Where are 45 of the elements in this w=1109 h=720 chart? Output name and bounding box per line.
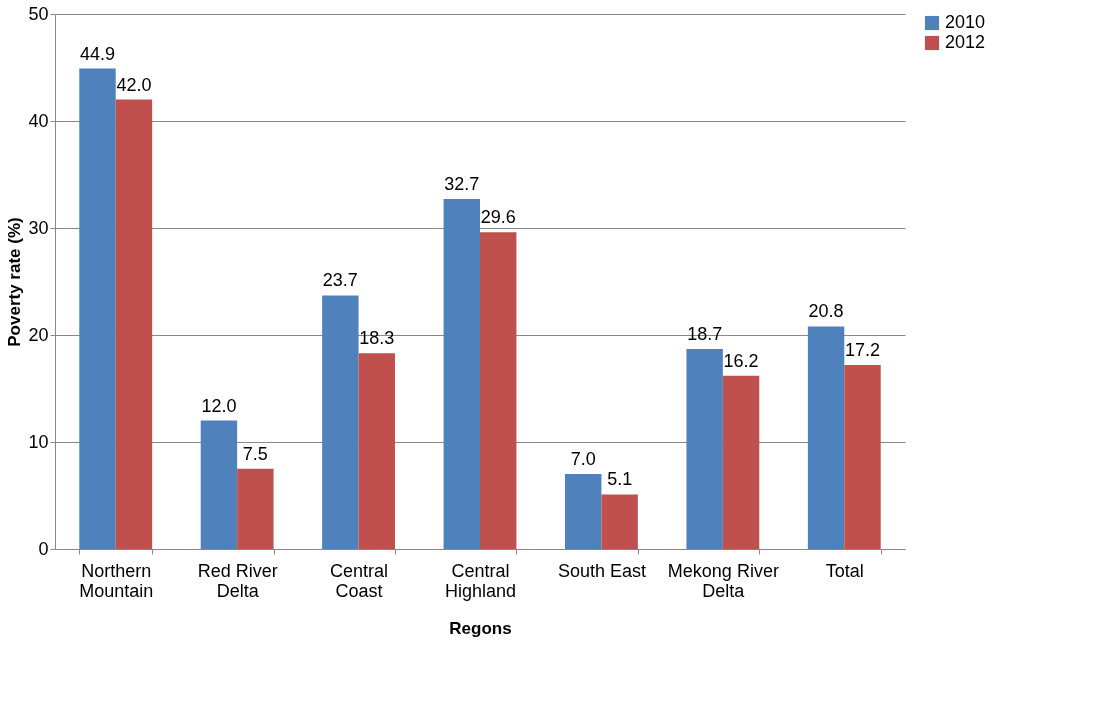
bar <box>480 232 517 549</box>
legend-label: 2010 <box>945 12 986 32</box>
bar <box>443 199 480 549</box>
data-label: 44.9 <box>79 43 116 64</box>
x-tick-label: Central Highland <box>444 560 517 601</box>
bar <box>322 295 359 549</box>
bar <box>686 348 723 549</box>
y-tick-label: 50 <box>28 3 49 24</box>
bar <box>565 474 602 549</box>
bar <box>844 364 881 549</box>
data-label: 7.0 <box>570 449 596 470</box>
x-tick-label: Total <box>825 560 864 581</box>
y-tick-label: 0 <box>38 538 49 559</box>
data-label: 7.5 <box>242 443 268 464</box>
bar <box>358 353 395 549</box>
bar <box>722 375 760 549</box>
x-tick-label: Central Coast <box>330 560 389 601</box>
bar <box>237 468 274 549</box>
x-tick-label: Northern Mountain <box>79 560 154 601</box>
data-label: 29.6 <box>480 207 516 228</box>
bar <box>79 68 116 549</box>
data-label: 18.7 <box>687 323 723 344</box>
bar <box>601 494 638 549</box>
bar <box>200 420 238 549</box>
data-label: 5.1 <box>607 469 633 490</box>
x-tick-label: Red River Delta <box>197 560 278 601</box>
bar <box>807 326 845 549</box>
data-label: 17.2 <box>844 339 881 360</box>
data-label: 32.7 <box>444 174 480 195</box>
data-label: 23.7 <box>322 270 358 291</box>
y-tick-label: 30 <box>28 217 49 238</box>
y-axis-title: Poverty rate (%) <box>5 217 25 347</box>
bar <box>115 99 153 549</box>
data-label: 16.2 <box>723 350 759 371</box>
data-label: 42.0 <box>116 74 152 95</box>
data-label: 18.3 <box>359 328 395 349</box>
x-tick-label: South East <box>557 560 646 581</box>
y-tick-label: 10 <box>28 431 49 452</box>
legend-label: 2012 <box>945 32 986 52</box>
x-axis-title: Regons <box>449 618 512 638</box>
x-tick-label: Mekong River Delta <box>667 560 779 601</box>
y-tick-label: 40 <box>28 110 49 131</box>
data-label: 12.0 <box>201 395 237 416</box>
y-tick-label: 20 <box>28 324 49 345</box>
data-label: 20.8 <box>808 301 844 322</box>
